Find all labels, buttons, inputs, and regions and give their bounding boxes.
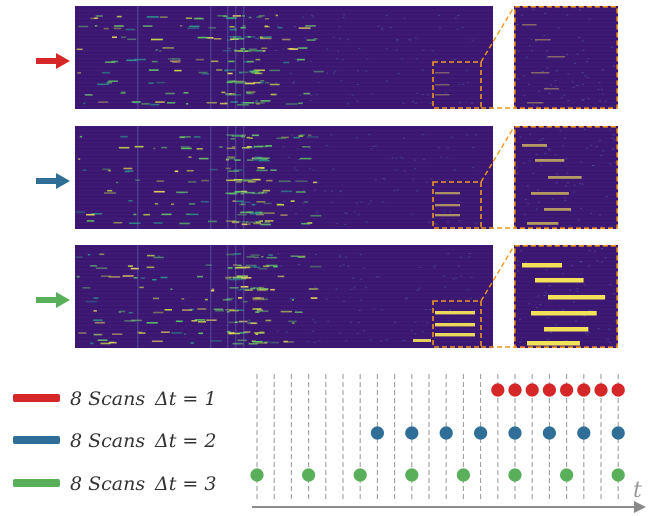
legend-swatch-blue — [13, 436, 60, 444]
panel-arrow-green — [36, 292, 70, 308]
scan-dots — [250, 383, 625, 482]
panel-blue — [36, 126, 618, 229]
zoom-connector-red — [480, 6, 515, 109]
scan-dot-green — [302, 468, 316, 482]
scan-dot-blue — [542, 426, 557, 440]
legend-swatch-red — [13, 394, 60, 402]
legend-delta-label: Δt = 2 — [154, 430, 216, 452]
legend-scans-label: 8 Scans — [70, 473, 145, 495]
scan-dot-green — [250, 468, 264, 482]
scan-dot-green — [560, 468, 574, 482]
legend-delta-label: Δt = 1 — [154, 388, 216, 410]
scan-dot-green — [456, 468, 470, 482]
heatmap-zoom-blue — [514, 126, 618, 229]
heatmap-zoom-green — [514, 245, 618, 348]
scan-dot-red — [542, 383, 557, 397]
scan-dot-green — [508, 468, 522, 482]
scan-dot-green — [353, 468, 367, 482]
scan-dot-blue — [508, 426, 522, 440]
legend: 8 Scans Δt = 1 8 Scans Δt = 2 8 Scans Δt… — [13, 388, 216, 495]
scan-dot-red — [560, 383, 574, 397]
legend-item-blue: 8 Scans Δt = 2 — [13, 430, 216, 452]
zoom-connector-blue — [480, 126, 515, 229]
scan-dot-blue — [405, 426, 419, 440]
scan-dot-red — [525, 383, 539, 397]
panel-red — [36, 6, 618, 109]
scan-dot-blue — [370, 426, 384, 440]
heatmap-main-blue — [75, 126, 493, 229]
legend-delta-label: Δt = 3 — [154, 473, 216, 495]
zoom-connector-green — [480, 245, 515, 348]
legend-item-red: 8 Scans Δt = 1 — [13, 388, 216, 410]
scan-dot-red — [491, 383, 505, 397]
scan-dot-red — [594, 383, 608, 397]
heatmap-panels — [36, 6, 618, 348]
timeline: t — [250, 374, 646, 513]
scan-dot-green — [611, 468, 625, 482]
legend-scans-label: 8 Scans — [70, 430, 145, 452]
scan-dot-blue — [439, 426, 453, 440]
legend-scans-label: 8 Scans — [70, 388, 145, 410]
panel-arrow-blue — [36, 173, 70, 189]
panel-green — [36, 245, 618, 348]
legend-item-green: 8 Scans Δt = 3 — [13, 473, 216, 495]
scan-dot-blue — [611, 426, 625, 440]
heatmap-zoom-red — [514, 6, 618, 109]
heatmap-main-red — [75, 6, 493, 109]
scan-dot-red — [577, 383, 591, 397]
scan-dot-green — [405, 468, 419, 482]
scan-dot-red — [508, 383, 522, 397]
scan-dot-blue — [474, 426, 488, 440]
scan-dot-red — [611, 383, 625, 397]
time-axis-arrowhead — [634, 501, 646, 513]
time-axis-label: t — [633, 478, 642, 503]
legend-swatch-green — [13, 479, 60, 487]
heatmap-main-green — [75, 245, 493, 348]
scan-dot-blue — [577, 426, 591, 440]
panel-arrow-red — [36, 53, 70, 69]
